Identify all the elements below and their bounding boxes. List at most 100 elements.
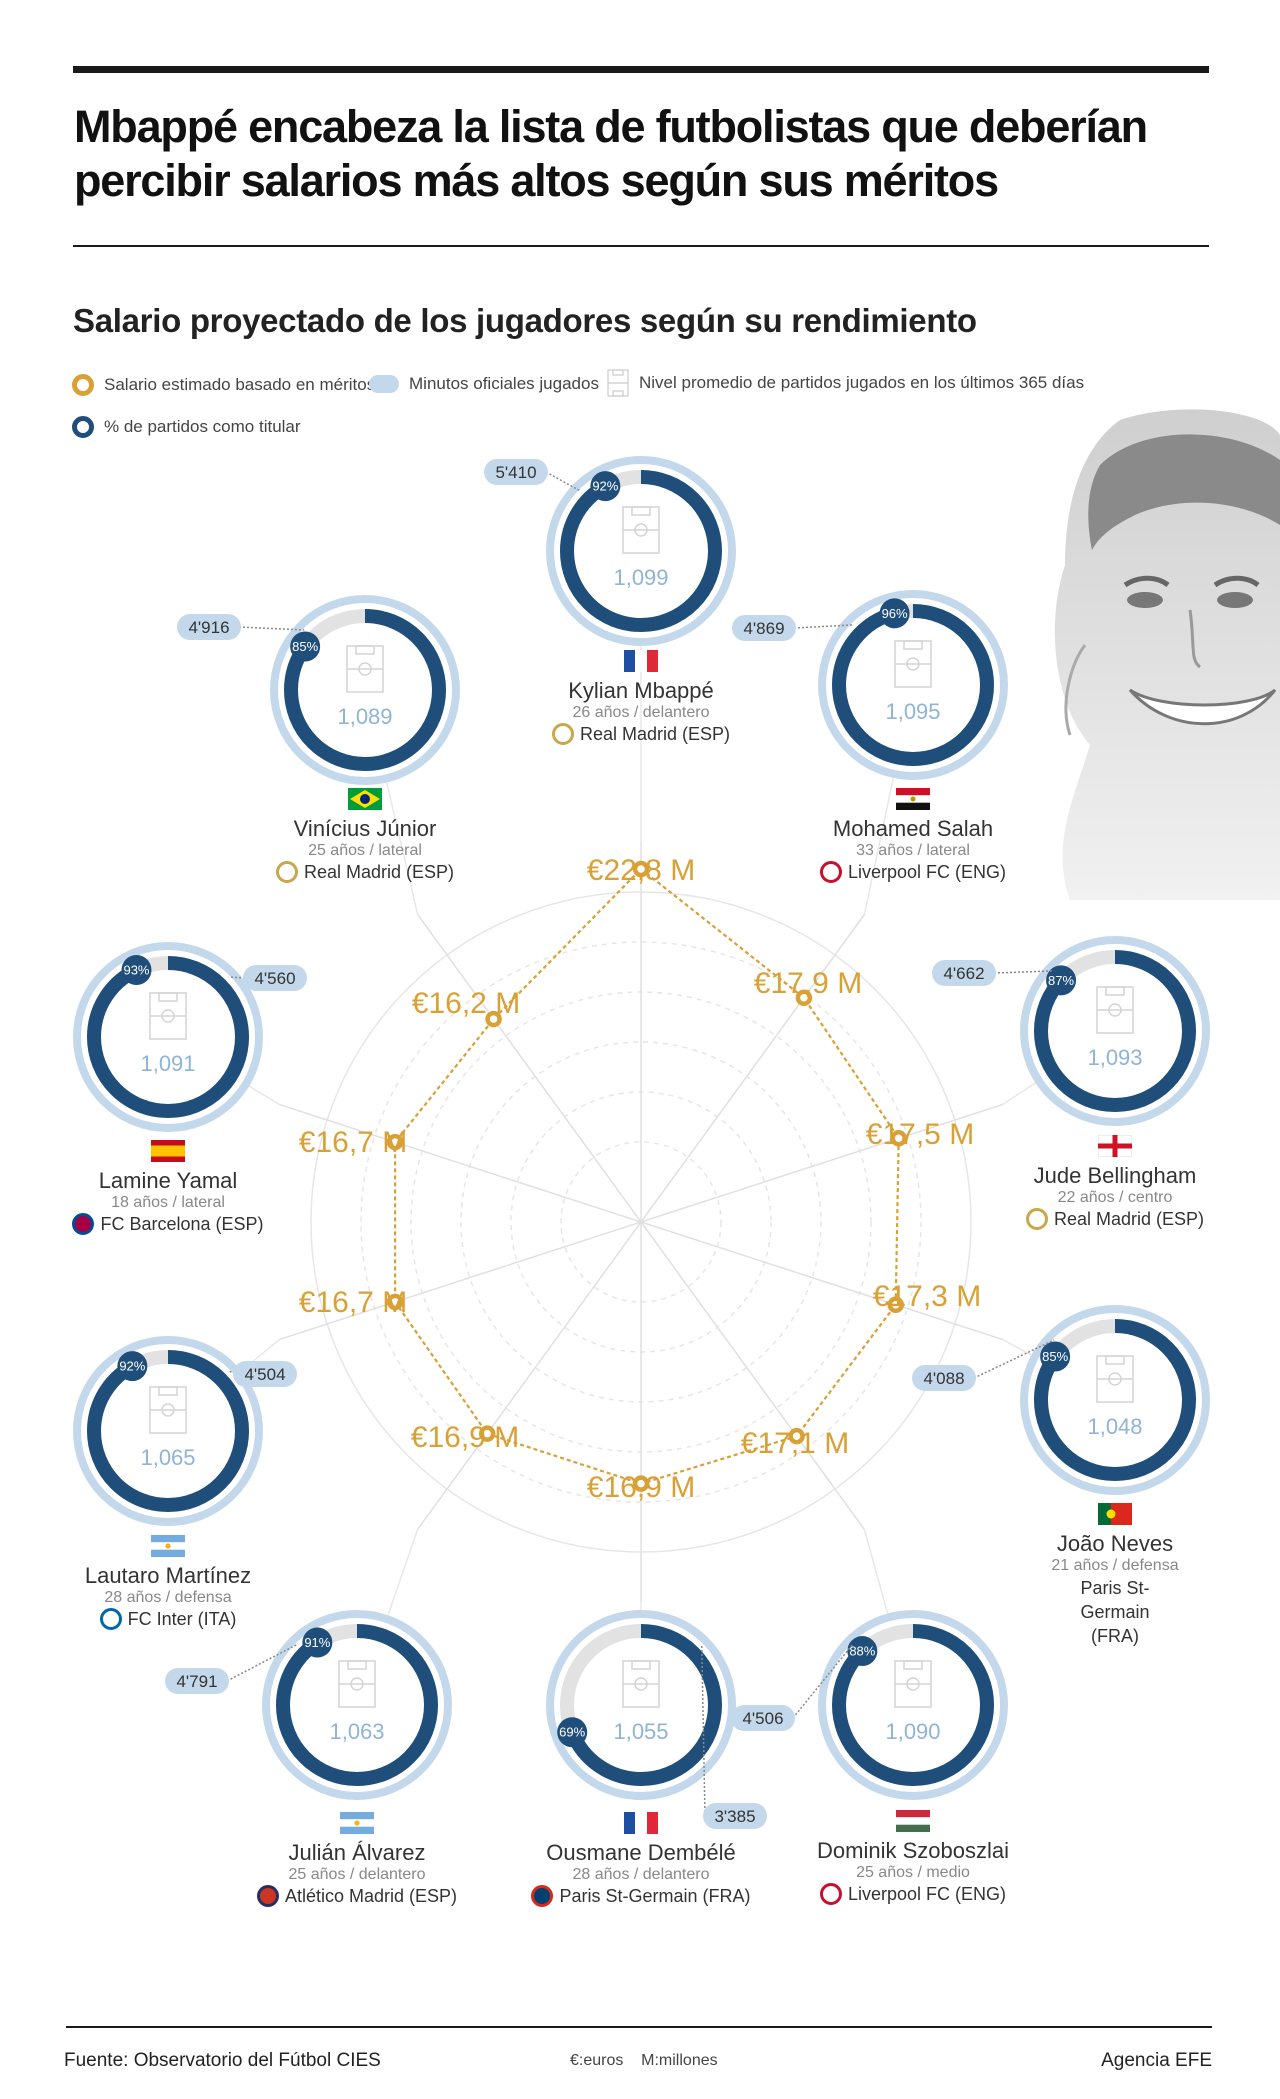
level-value: 1,063 [329, 1719, 384, 1744]
blue-pill-icon [369, 375, 399, 393]
player-ring: 1,093 87% 4'662 [932, 936, 1210, 1126]
player-club-row: Real Madrid (ESP) [965, 1208, 1265, 1230]
legend-starter-label: % de partidos como titular [104, 417, 301, 436]
player-club-row: FC Barcelona (ESP) [18, 1213, 318, 1235]
player-name: Jude Bellingham [1033, 1163, 1197, 1188]
starter-percent: 87% [1048, 973, 1074, 988]
club-crest-icon [1025, 1208, 1048, 1230]
player-info: 25 años / delantero [288, 1866, 426, 1883]
player-info: 28 años / defensa [104, 1589, 232, 1606]
france-flag [624, 650, 658, 672]
top-rule [73, 66, 1209, 73]
pitch-icon [1096, 1355, 1134, 1403]
starter-badge [590, 471, 621, 502]
starter-arc [832, 604, 994, 766]
starter-percent: 93% [123, 963, 149, 978]
flag-wrap [215, 788, 515, 816]
salary-point [887, 1296, 904, 1314]
legend-minutes-label: Minutos oficiales jugados [409, 374, 599, 393]
pitch-icon [149, 992, 187, 1040]
minutes-connector [545, 471, 581, 492]
player-info: 25 años / medio [856, 1864, 970, 1881]
player-club-row: Liverpool FC (ENG) [763, 861, 1063, 883]
pitch-icon [894, 1660, 932, 1708]
level-value: 1,089 [337, 704, 392, 729]
player-ring: 1,099 92% 5'410 [484, 456, 736, 646]
radar-spoke [640, 914, 865, 1223]
club-crest-icon [256, 1885, 279, 1907]
starter-arc [832, 1624, 994, 1786]
minutes-ring [1020, 936, 1210, 1126]
player-info: 25 años / lateral [308, 842, 422, 859]
minutes-value: 4'560 [254, 969, 295, 988]
salary-label: €22,8 M [587, 854, 695, 887]
player-club: Liverpool FC (ENG) [847, 862, 1007, 882]
level-value: 1,048 [1087, 1414, 1142, 1439]
flag-wrap [763, 1810, 1063, 1838]
starter-percent: 96% [882, 606, 908, 621]
player-club: FC Barcelona (ESP) [100, 1214, 264, 1234]
player-block: Lamine Yamal 18 años / lateral FC Barcelon… [18, 1140, 318, 1235]
minutes-pill [165, 1668, 229, 1694]
player-ring: 1,089 85% 4'916 [177, 595, 460, 785]
minutes-value: 5'410 [495, 463, 536, 482]
salary-point [890, 1130, 907, 1147]
minutes-value: 4'791 [176, 1672, 217, 1691]
legend-salary-label: Salario estimado basado en méritos [104, 375, 376, 394]
player-block: Vinícius Júnior 25 años / lateral Real Mad… [215, 788, 515, 883]
minutes-ring [73, 1336, 263, 1526]
legend-level: Nivel promedio de partidos jugados en lo… [607, 369, 1084, 397]
minutes-pill [243, 965, 307, 991]
radar-spoke [417, 914, 642, 1223]
player-block: Ousmane Dembélé 28 años / delantero Paris … [491, 1812, 791, 1907]
player-club-row: FC Inter (ITA) [18, 1608, 318, 1630]
radar-spoke [640, 1103, 1003, 1223]
player-info: 28 años / delantero [572, 1866, 710, 1883]
player-block: João Neves 21 años / defensa Paris St-Germ… [965, 1503, 1265, 1648]
starter-badge [879, 598, 910, 629]
level-value: 1,093 [1087, 1045, 1142, 1070]
minutes-connector [973, 1339, 1055, 1379]
salary-point [386, 1133, 404, 1151]
player-club: Real Madrid (ESP) [579, 724, 731, 744]
minutes-pill [732, 615, 796, 641]
player-club-row: Atlético Madrid (ESP) [207, 1885, 507, 1907]
starter-badge [121, 955, 152, 986]
starter-arc [560, 470, 722, 632]
player-block: Mohamed Salah 33 años / lateral Liverpool … [763, 788, 1063, 883]
player-club-row: Paris St-Germain (FRA) [491, 1885, 791, 1907]
club-crest-icon [819, 1883, 842, 1905]
minutes-pill [177, 614, 241, 640]
level-value: 1,055 [613, 1719, 668, 1744]
argentina-flag [340, 1812, 374, 1834]
minutes-pill [484, 459, 548, 485]
portugal-flag [1098, 1503, 1132, 1525]
minutes-connector [793, 624, 853, 629]
starter-badge [557, 1717, 588, 1748]
starter-arc [87, 1350, 249, 1512]
starter-percent: 85% [292, 639, 318, 654]
pitch-icon [1096, 986, 1134, 1034]
club-crest-icon [819, 861, 842, 883]
level-value: 1,095 [885, 699, 940, 724]
starter-badge [1046, 965, 1077, 996]
starter-percent: 88% [849, 1644, 875, 1659]
starter-arc [1034, 1319, 1196, 1481]
player-name: João Neves [1056, 1531, 1174, 1556]
starter-arc [87, 956, 249, 1118]
player-name: Lamine Yamal [98, 1168, 238, 1193]
player-info: 33 años / lateral [856, 842, 970, 859]
legend-salary: Salario estimado basado en méritos [72, 374, 375, 396]
minutes-value: 4'869 [743, 619, 784, 638]
radar-spoke [279, 1103, 642, 1223]
starter-badge [1040, 1341, 1071, 1372]
flag-wrap [965, 1134, 1265, 1163]
salary-point [788, 1427, 805, 1445]
player-club: Atlético Madrid (ESP) [284, 1886, 458, 1906]
minutes-ring [818, 590, 1008, 780]
minutes-connector [701, 1644, 706, 1817]
starter-arc [284, 609, 446, 771]
starter-percent: 91% [304, 1635, 330, 1650]
player-name: Vinícius Júnior [293, 816, 437, 841]
